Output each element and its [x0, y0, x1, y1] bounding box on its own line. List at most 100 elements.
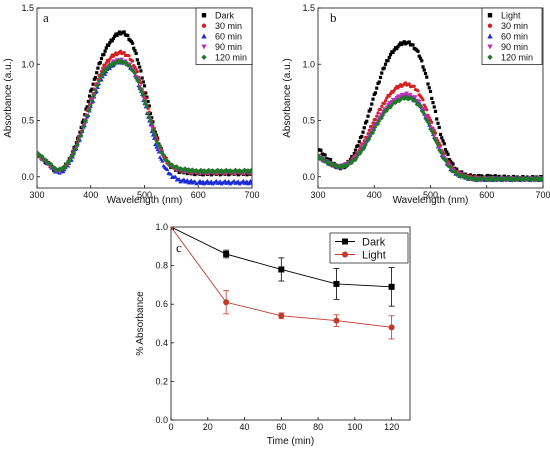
- data-point: [122, 50, 126, 55]
- data-point: [145, 111, 151, 116]
- y-tick-label: 1.0: [302, 59, 315, 69]
- data-point: [363, 143, 368, 148]
- data-point: [88, 103, 93, 108]
- data-point: [40, 154, 45, 159]
- data-point: [460, 170, 464, 174]
- data-point: [92, 92, 97, 98]
- data-point: [149, 125, 154, 130]
- data-point: [97, 79, 102, 84]
- data-point: [423, 105, 428, 109]
- data-point: [536, 176, 541, 181]
- legend-marker: [201, 33, 207, 39]
- data-point: [318, 153, 321, 159]
- data-point: [95, 85, 101, 90]
- data-point: [527, 176, 533, 181]
- x-axis-label: Wavelength (nm): [393, 195, 469, 206]
- data-point: [360, 134, 364, 139]
- data-point: [430, 96, 434, 101]
- data-point: [95, 71, 99, 75]
- data-point: [402, 40, 406, 44]
- data-point: [506, 177, 511, 182]
- data-point: [80, 129, 85, 134]
- data-point: [377, 118, 382, 124]
- data-point: [148, 111, 153, 116]
- data-point: [417, 54, 421, 58]
- data-point: [249, 169, 252, 175]
- legend-marker: [201, 23, 207, 28]
- data-point: [148, 118, 153, 123]
- x-axis-label: Wavelength (nm): [107, 195, 183, 206]
- data-point: [397, 43, 401, 47]
- data-point: [144, 104, 149, 110]
- data-point: [495, 175, 500, 180]
- panel-b: 300 400 500 600 700 0.0 0.5 1.0 1.5 Wavelength (n…: [282, 3, 550, 206]
- data-point: [134, 51, 138, 56]
- x-tick-label: 120: [384, 422, 399, 432]
- data-point: [523, 175, 528, 180]
- data-point: [73, 146, 78, 151]
- data-point: [382, 66, 386, 70]
- data-point: [363, 121, 368, 125]
- data-point: [141, 96, 146, 100]
- data-point: [387, 94, 391, 98]
- data-point: [177, 177, 182, 181]
- data-point: [192, 179, 197, 183]
- series-120-min: [318, 94, 543, 183]
- data-point: [437, 125, 441, 130]
- data-point: [168, 171, 173, 176]
- data-point: [91, 82, 95, 86]
- data-point: [71, 150, 77, 155]
- data-point: [497, 174, 501, 178]
- x-tick-label: 700: [535, 190, 550, 200]
- data-point: [514, 175, 519, 180]
- data-point: [443, 148, 448, 152]
- data-point: [126, 33, 130, 38]
- data-point: [421, 98, 425, 102]
- data-point: [445, 150, 449, 154]
- data-point: [441, 139, 445, 143]
- data-point: [365, 119, 369, 123]
- data-point: [141, 93, 146, 98]
- data-point: [157, 145, 163, 150]
- data-point: [499, 176, 504, 181]
- x-tick-label: 20: [203, 422, 213, 432]
- x-tick-label: 400: [367, 190, 382, 200]
- data-point: [141, 80, 145, 84]
- data-point: [89, 89, 93, 93]
- data-point: [368, 107, 373, 111]
- data-point: [364, 140, 369, 145]
- y-tick-label: 0.0: [155, 415, 168, 425]
- plot-frame: [170, 226, 411, 421]
- data-point: [427, 122, 432, 127]
- data-point: [375, 114, 379, 118]
- y-tick-label: 1.5: [302, 3, 315, 13]
- data-point: [136, 79, 141, 85]
- data-point: [352, 151, 356, 156]
- data-point: [361, 130, 365, 134]
- x-tick-label: 500: [137, 190, 152, 200]
- series-90-min: [318, 91, 543, 183]
- data-point: [70, 153, 75, 158]
- data-point: [376, 111, 380, 115]
- data-point: [44, 158, 49, 163]
- data-point: [392, 48, 396, 52]
- data-point: [432, 105, 436, 109]
- data-point: [367, 137, 372, 142]
- data-point: [422, 68, 426, 72]
- panel-a: 300 400 500 600 700 0.0 0.5 1.0 1.5 Wavelength (n…: [3, 3, 260, 206]
- data-point: [132, 46, 136, 50]
- data-point: [367, 109, 371, 113]
- data-point: [493, 174, 497, 178]
- x-tick-label: 600: [479, 190, 494, 200]
- data-point: [103, 49, 107, 53]
- data-point: [404, 91, 409, 96]
- x-tick-label: 600: [191, 190, 206, 200]
- data-point: [82, 122, 87, 127]
- data-point: [370, 102, 374, 106]
- data-point: [108, 63, 114, 69]
- data-point: [333, 317, 340, 324]
- data-point: [433, 131, 438, 135]
- panel-label-c: c: [176, 240, 182, 255]
- data-point: [92, 77, 96, 81]
